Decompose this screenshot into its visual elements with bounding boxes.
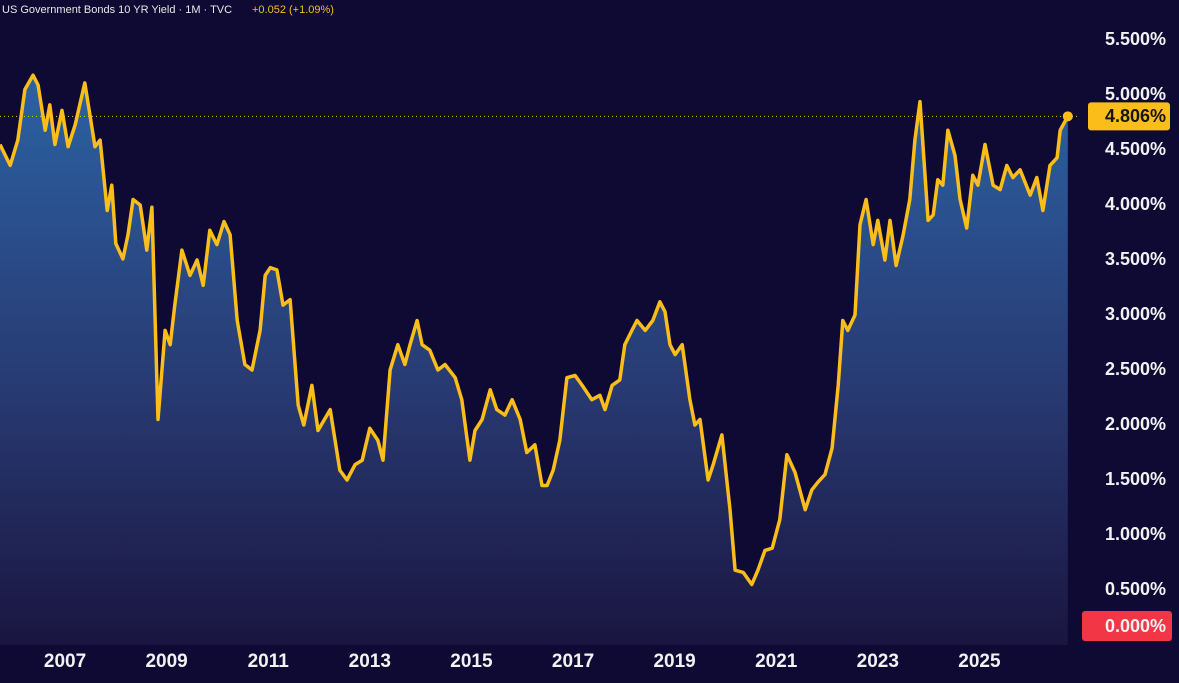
- y-tick-label: 3.000%: [1105, 304, 1166, 324]
- y-tick-label: 3.500%: [1105, 249, 1166, 269]
- x-tick-label: 2015: [450, 651, 493, 672]
- x-tick-label: 2025: [958, 651, 1001, 672]
- chart-subtitle: +0.052 (+1.09%): [252, 4, 334, 16]
- current-badge: [1088, 102, 1170, 131]
- area-fill: [0, 75, 1068, 645]
- chart-title: US Government Bonds 10 YR Yield · 1M · T…: [2, 4, 232, 16]
- line: [0, 73, 1070, 587]
- x-tick-label: 2013: [349, 651, 391, 672]
- y-tick-label: 5.000%: [1105, 84, 1166, 104]
- y-tick-label: 2.000%: [1105, 414, 1166, 434]
- marker-label: 0.000%: [1105, 616, 1166, 636]
- marker-badge: [1082, 611, 1172, 641]
- y-tick-label: 4.500%: [1105, 139, 1166, 159]
- x-tick-label: 2023: [857, 651, 899, 672]
- y-tick-label: 0.500%: [1105, 579, 1166, 599]
- y-tick-label: 4.000%: [1105, 194, 1166, 214]
- y-tick-label: 2.500%: [1105, 359, 1166, 379]
- x-tick-label: 2017: [552, 651, 594, 672]
- y-tick-label: 1.000%: [1105, 524, 1166, 544]
- y-tick-label: 1.500%: [1105, 469, 1166, 489]
- current-label: 4.806%: [1105, 106, 1166, 126]
- last-point: [1062, 111, 1073, 122]
- x-tick-label: 2007: [44, 651, 86, 672]
- x-tick-label: 2019: [653, 651, 695, 672]
- x-tick-label: 2021: [755, 651, 798, 672]
- x-tick-label: 2009: [145, 651, 187, 672]
- y-tick-label: 5.500%: [1105, 29, 1166, 49]
- x-tick-label: 2011: [248, 651, 290, 672]
